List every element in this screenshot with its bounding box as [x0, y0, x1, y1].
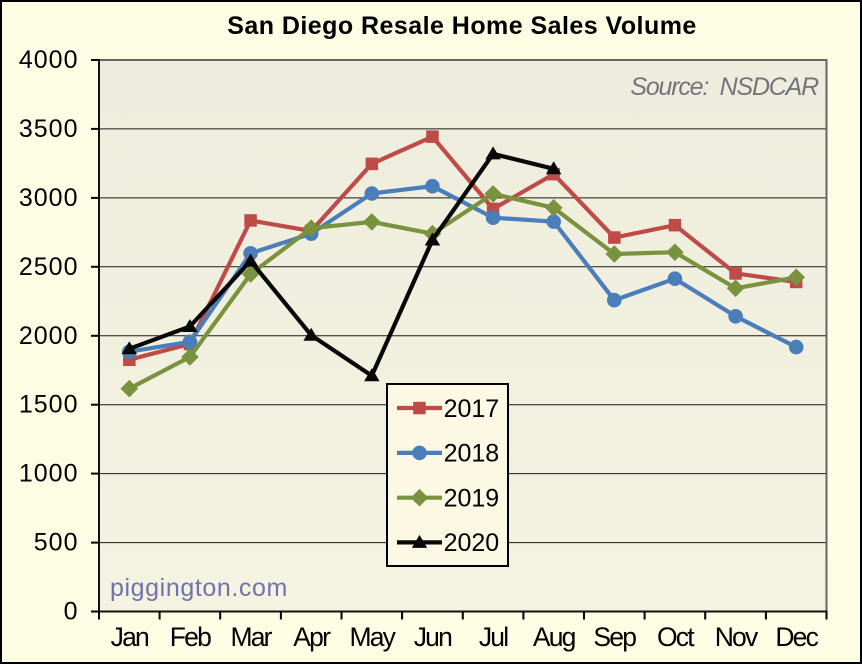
svg-text:Jul: Jul	[479, 622, 508, 652]
svg-text:Jan: Jan	[111, 622, 149, 652]
svg-text:0: 0	[64, 598, 79, 626]
svg-text:1500: 1500	[19, 391, 79, 419]
svg-text:2000: 2000	[19, 322, 79, 350]
svg-text:2020: 2020	[444, 529, 500, 557]
svg-text:3500: 3500	[19, 115, 79, 143]
svg-text:Oct: Oct	[657, 622, 695, 652]
svg-text:Nov: Nov	[715, 622, 759, 652]
svg-text:May: May	[349, 622, 396, 652]
svg-text:2018: 2018	[444, 440, 500, 468]
svg-text:Mar: Mar	[230, 622, 272, 652]
svg-text:4000: 4000	[19, 46, 79, 74]
svg-text:Source: NSDCAR: Source: NSDCAR	[630, 73, 819, 101]
svg-text:Dec: Dec	[775, 622, 818, 652]
svg-text:Sep: Sep	[593, 622, 636, 652]
svg-text:piggington.com: piggington.com	[110, 574, 288, 602]
svg-text:Jun: Jun	[414, 622, 452, 652]
svg-text:2019: 2019	[444, 485, 500, 513]
svg-text:500: 500	[34, 529, 79, 557]
svg-text:3000: 3000	[19, 184, 79, 212]
svg-text:2017: 2017	[444, 395, 500, 423]
svg-text:2500: 2500	[19, 253, 79, 281]
svg-text:Apr: Apr	[293, 622, 331, 652]
svg-text:Aug: Aug	[533, 622, 576, 652]
svg-text:San Diego Resale Home Sales Vo: San Diego Resale Home Sales Volume	[227, 12, 697, 40]
svg-text:1000: 1000	[19, 460, 79, 488]
svg-text:Feb: Feb	[170, 622, 211, 652]
